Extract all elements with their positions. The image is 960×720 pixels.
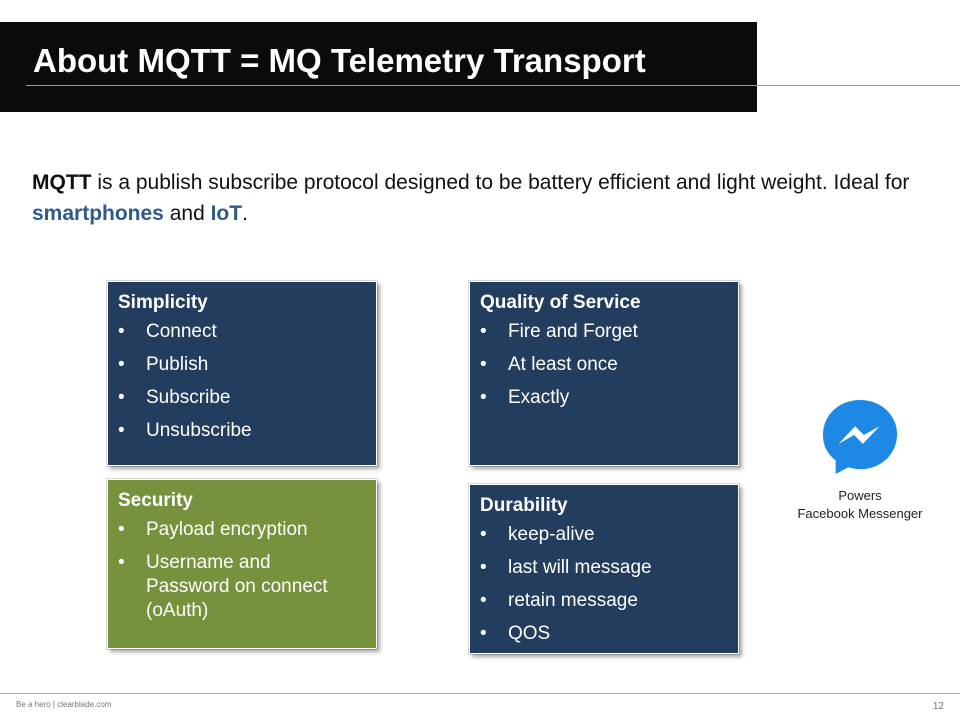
security-list: Payload encryption Username and Password… (118, 518, 366, 623)
intro-text-3: . (242, 202, 248, 225)
security-title: Security (118, 490, 193, 511)
simplicity-box: Simplicity Connect Publish Subscribe Uns… (106, 280, 378, 467)
list-item: Unsubscribe (118, 419, 366, 443)
quality-of-service-box: Quality of Service Fire and Forget At le… (468, 280, 740, 467)
simplicity-title: Simplicity (118, 292, 208, 313)
list-item: retain message (480, 589, 728, 613)
intro-highlight-iot: IoT (210, 202, 243, 225)
intro-text-1: is a publish subscribe protocol designed… (91, 171, 910, 194)
messenger-caption: Powers Facebook Messenger (770, 487, 950, 523)
quality-list: Fire and Forget At least once Exactly (480, 320, 728, 410)
intro-highlight-smartphones: smartphones (32, 202, 164, 225)
intro-text-2: and (163, 202, 211, 225)
list-item: Username and Password on connect (oAuth) (118, 551, 366, 623)
quality-title: Quality of Service (480, 292, 641, 313)
list-item: Publish (118, 353, 366, 377)
caption-line-2: Facebook Messenger (797, 506, 923, 521)
footer-text: Be a hero | clearblade.com (16, 700, 112, 709)
list-item: At least once (480, 353, 728, 377)
intro-paragraph: MQTT is a publish subscribe protocol des… (32, 167, 912, 229)
list-item: Payload encryption (118, 518, 366, 542)
slide-title: About MQTT = MQ Telemetry Transport (33, 42, 646, 79)
simplicity-list: Connect Publish Subscribe Unsubscribe (118, 320, 366, 443)
footer-divider (0, 693, 960, 694)
list-item: QOS (480, 622, 728, 646)
list-item: Subscribe (118, 386, 366, 410)
title-bar (0, 22, 757, 112)
facebook-messenger-icon (822, 399, 898, 475)
caption-line-1: Powers (838, 488, 882, 503)
durability-title: Durability (480, 495, 568, 516)
list-item: Fire and Forget (480, 320, 728, 344)
list-item: Connect (118, 320, 366, 344)
durability-box: Durability keep-alive last will message … (468, 483, 740, 655)
title-divider (26, 85, 960, 86)
security-box: Security Payload encryption Username and… (106, 478, 378, 650)
list-item: Exactly (480, 386, 728, 410)
page-number: 12 (932, 701, 944, 712)
durability-list: keep-alive last will message retain mess… (480, 523, 728, 646)
intro-term: MQTT (32, 171, 92, 194)
list-item: keep-alive (480, 523, 728, 547)
list-item: last will message (480, 556, 728, 580)
